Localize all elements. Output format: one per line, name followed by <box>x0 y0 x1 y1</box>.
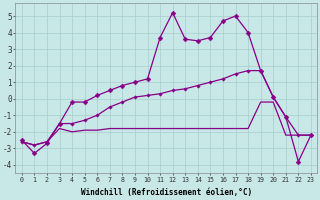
X-axis label: Windchill (Refroidissement éolien,°C): Windchill (Refroidissement éolien,°C) <box>81 188 252 197</box>
